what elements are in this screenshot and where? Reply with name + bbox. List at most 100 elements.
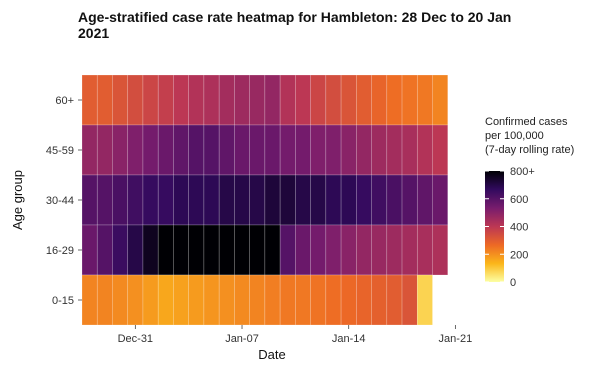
heatmap-cell (295, 174, 311, 226)
legend-ticks: 0 200 400 600 800+ (485, 166, 535, 289)
heatmap-cell (249, 224, 266, 276)
x-axis-title: Date (258, 347, 285, 362)
heatmap-cell (371, 74, 388, 126)
heatmap-cell (142, 174, 159, 226)
heatmap-cell (127, 274, 144, 326)
heatmap-cell (279, 74, 296, 126)
heatmap-cell (279, 274, 296, 326)
heatmap-cell (112, 224, 129, 276)
heatmap-cell (81, 74, 98, 126)
heatmap-cell (234, 224, 250, 276)
heatmap-cell (157, 224, 174, 276)
heatmap-cell (416, 124, 433, 176)
heatmap-cell (325, 224, 342, 276)
heatmap-cell (112, 124, 129, 176)
heatmap-cell (203, 174, 220, 226)
x-tick-label: Jan-21 (439, 333, 473, 345)
heatmap-cell (188, 124, 205, 176)
heatmap-cell (386, 124, 403, 176)
x-tick-label: Jan-07 (225, 333, 259, 345)
heatmap-cell (96, 274, 113, 326)
legend-color-bar (485, 171, 504, 282)
heatmap-cell (279, 224, 296, 276)
chart-title: Age-stratified case rate heatmap for Ham… (78, 9, 511, 25)
heatmap-cell (249, 274, 266, 326)
heatmap-cell (218, 74, 235, 126)
heatmap-cell (371, 174, 388, 226)
heatmap-cell (142, 224, 159, 276)
heatmap-cell (112, 74, 129, 126)
heatmap-cells (81, 74, 449, 326)
heatmap-cell (157, 274, 174, 326)
heatmap-cell (264, 74, 281, 126)
heatmap-cell (432, 124, 449, 176)
heatmap-cell (142, 274, 159, 326)
heatmap-cell (279, 174, 296, 226)
legend-title-line1: Confirmed cases (485, 116, 568, 128)
legend-tick-label: 400 (510, 222, 528, 234)
heatmap-cell (386, 224, 403, 276)
heatmap-cell (218, 124, 235, 176)
heatmap-cell (81, 224, 98, 276)
heatmap-cell (234, 74, 250, 126)
x-tick-labels: Dec-31 Jan-07 Jan-14 Jan-21 (118, 325, 473, 345)
heatmap-cell (371, 124, 388, 176)
heatmap-cell (249, 124, 266, 176)
heatmap-cell (218, 274, 235, 326)
heatmap-cell (310, 124, 327, 176)
heatmap-cell (401, 74, 418, 126)
heatmap-cell (371, 224, 388, 276)
heatmap-cell (173, 74, 189, 126)
heatmap-cell (325, 274, 342, 326)
heatmap-cell (295, 124, 311, 176)
heatmap-cell (310, 224, 327, 276)
heatmap-cell (234, 174, 250, 226)
legend-title-line2: per 100,000 (485, 130, 544, 142)
y-tick-label: 16-29 (46, 245, 74, 257)
heatmap-cell (157, 124, 174, 176)
heatmap-cell (142, 124, 159, 176)
heatmap-cell (96, 74, 113, 126)
heatmap-cell (279, 124, 296, 176)
legend-tick-label: 600 (510, 194, 528, 206)
y-axis-title: Age group (10, 170, 25, 230)
heatmap-cell (340, 224, 357, 276)
heatmap-cell (310, 274, 327, 326)
legend-tick-label: 200 (510, 249, 528, 261)
heatmap-cell (96, 224, 113, 276)
heatmap-cell (188, 274, 205, 326)
heatmap-cell (81, 124, 98, 176)
heatmap-cell (127, 74, 144, 126)
heatmap-cell (234, 274, 250, 326)
heatmap-cell (356, 274, 372, 326)
heatmap-cell (401, 124, 418, 176)
heatmap-cell (264, 124, 281, 176)
heatmap-cell (432, 224, 449, 276)
x-tick-label: Dec-31 (118, 333, 153, 345)
heatmap-cell (127, 224, 144, 276)
heatmap-cell (295, 74, 311, 126)
heatmap-cell (234, 124, 250, 176)
heatmap-cell (416, 74, 433, 126)
legend-tick-label: 0 (510, 277, 516, 289)
y-tick-label: 0-15 (52, 295, 74, 307)
heatmap-cell (340, 74, 357, 126)
legend-tick-label: 800+ (510, 166, 535, 178)
heatmap-cell (81, 174, 98, 226)
heatmap-cell (127, 174, 144, 226)
heatmap-cell (157, 74, 174, 126)
heatmap-cell (295, 274, 311, 326)
heatmap-cell (416, 224, 433, 276)
heatmap-cell (218, 174, 235, 226)
heatmap-cell (386, 74, 403, 126)
heatmap-cell (96, 124, 113, 176)
heatmap-cell (432, 174, 449, 226)
heatmap-cell (264, 224, 281, 276)
legend-title-line3: (7-day rolling rate) (485, 144, 574, 156)
heatmap-cell (264, 274, 281, 326)
heatmap-cell (203, 74, 220, 126)
heatmap-cell (188, 174, 205, 226)
heatmap-cell (173, 124, 189, 176)
heatmap-cell (356, 224, 372, 276)
